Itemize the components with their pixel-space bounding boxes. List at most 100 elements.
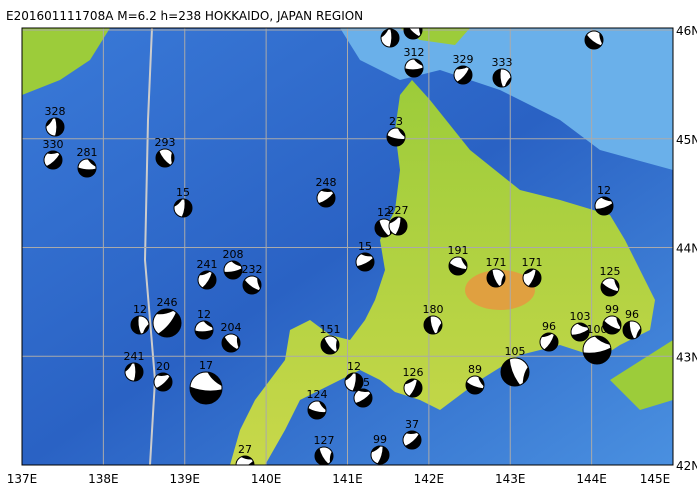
event-quadrant <box>352 373 363 391</box>
event-quadrant <box>236 461 254 465</box>
event-quadrant <box>377 446 389 464</box>
grid <box>22 28 673 465</box>
depth-label: 227 <box>388 204 409 217</box>
event <box>602 315 622 335</box>
event-quadrant <box>437 322 442 334</box>
event <box>402 430 422 450</box>
event <box>45 117 65 137</box>
depth-label: 15 <box>176 186 190 199</box>
event-quadrant <box>207 372 222 387</box>
event-quadrant <box>222 336 238 352</box>
event-quadrant <box>195 329 213 339</box>
event-quadrant <box>199 271 211 276</box>
depth-label: 248 <box>316 176 337 189</box>
event-quadrant <box>601 282 618 296</box>
event <box>152 308 182 338</box>
event-quadrant <box>257 277 261 289</box>
event-quadrant <box>466 381 484 394</box>
event-quadrant <box>46 153 62 169</box>
depth-label: 127 <box>314 434 335 447</box>
event-quadrant <box>493 69 503 87</box>
event-quadrant <box>318 192 335 207</box>
depth-label: 204 <box>221 321 242 334</box>
event-quadrant <box>142 323 149 334</box>
depth-label: 293 <box>155 136 176 149</box>
event <box>403 28 423 40</box>
event <box>380 28 400 48</box>
event <box>522 268 542 288</box>
event-quadrant <box>243 279 260 294</box>
lat-label: 43N <box>676 350 697 364</box>
event-quadrant <box>623 321 635 339</box>
event-quadrant <box>156 375 172 391</box>
event-quadrant <box>523 269 534 275</box>
event <box>307 400 327 420</box>
event-quadrant <box>171 152 174 164</box>
event-quadrant <box>78 167 96 177</box>
event-quadrant <box>616 317 621 328</box>
event <box>492 68 512 88</box>
event-quadrant <box>585 34 602 49</box>
event <box>77 158 97 178</box>
event-quadrant <box>131 316 142 334</box>
depth-label: 37 <box>405 418 419 431</box>
depth-label: 20 <box>156 360 170 373</box>
lat-label: 42N <box>676 459 697 473</box>
event-quadrant <box>174 199 183 207</box>
event-quadrant <box>158 312 181 337</box>
depth-label: 246 <box>157 296 178 309</box>
event <box>539 332 559 352</box>
event-quadrant <box>357 389 370 392</box>
event-quadrant <box>603 320 620 334</box>
event-quadrant <box>456 66 468 70</box>
event-quadrant <box>461 257 467 268</box>
event <box>235 455 255 465</box>
lon-label: 142E <box>414 472 445 486</box>
event-quadrant <box>405 67 423 77</box>
depth-label: 312 <box>404 46 425 59</box>
depth-label: 241 <box>197 258 218 271</box>
event <box>355 252 375 272</box>
event <box>223 260 243 280</box>
hokkaido <box>230 80 655 465</box>
event-quadrant <box>381 29 389 38</box>
event-quadrant <box>594 336 611 345</box>
event-quadrant <box>236 336 240 348</box>
event-quadrant <box>405 434 421 449</box>
event <box>314 446 334 465</box>
event <box>43 150 63 170</box>
lon-label: 137E <box>7 472 38 486</box>
event-quadrant <box>418 28 422 35</box>
lat-label: 46N <box>676 24 697 38</box>
event-quadrant <box>595 203 613 215</box>
depth-label: 23 <box>389 115 403 128</box>
depth-label: 105 <box>505 345 526 358</box>
event-quadrant <box>360 253 373 257</box>
event-quadrant <box>395 217 407 235</box>
event <box>594 196 614 216</box>
event-quadrant <box>329 451 333 463</box>
depth-label: 12 <box>197 308 211 321</box>
lon-label: 143E <box>495 472 526 486</box>
depth-label: 208 <box>223 248 244 261</box>
event-quadrant <box>387 135 405 146</box>
event-quadrant <box>614 279 620 290</box>
event <box>486 268 506 288</box>
event-quadrant <box>635 327 641 339</box>
event-quadrant <box>308 407 326 419</box>
lat-label: 44N <box>676 242 697 256</box>
depth-label: 171 <box>522 256 543 269</box>
event-quadrant <box>125 363 133 372</box>
depth-label: 281 <box>77 146 98 159</box>
depth-label: 180 <box>423 303 444 316</box>
event-quadrant <box>156 373 169 376</box>
event <box>316 188 336 208</box>
event-quadrant <box>315 448 329 465</box>
event-quadrant <box>345 373 354 381</box>
event-quadrant <box>413 59 423 66</box>
depth-label: 103 <box>570 310 591 323</box>
event-quadrant <box>356 257 374 271</box>
event-quadrant <box>389 217 399 224</box>
event-quadrant <box>487 269 500 287</box>
event <box>584 30 604 50</box>
